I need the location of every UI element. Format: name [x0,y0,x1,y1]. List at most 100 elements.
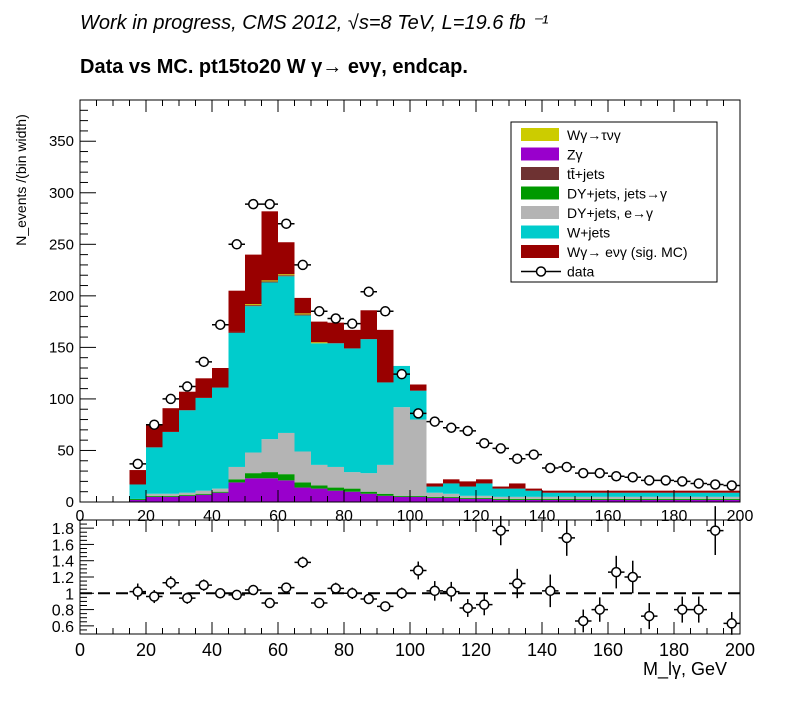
histogram-bar [344,348,361,473]
data-point [726,480,737,491]
histogram-bar [195,494,212,502]
histogram-bar [245,473,262,479]
ratio-point [462,602,473,614]
legend-label: Zγ [567,147,583,163]
histogram-bar [690,498,707,500]
histogram-bar [212,488,229,492]
histogram-bar [393,407,410,496]
histogram-bar [542,496,559,499]
histogram-bar [228,466,245,480]
y-tick-label: 350 [49,133,74,150]
ratio-point [512,578,523,589]
histogram-bar [624,498,641,500]
histogram-bar [492,486,509,489]
histogram-bar [179,391,196,411]
data-point [132,458,143,470]
y-axis-label: N_events /(bin width) [13,114,29,246]
ratio-point [495,525,506,536]
data-point [182,381,193,392]
histogram-bar [575,499,592,502]
legend-label: data [567,264,594,280]
histogram-bar [459,497,476,499]
data-point [215,319,226,330]
data-point [495,443,506,454]
data-point [545,462,556,474]
histogram-bar [327,487,344,491]
histogram-bar [261,282,278,440]
histogram-bar [129,498,146,500]
histogram-bar [278,274,295,276]
histogram-bar [476,497,493,499]
ratio-point [446,586,457,597]
legend-swatch [521,147,559,161]
histogram-bar [327,466,344,488]
histogram-bar [674,499,691,502]
histogram-bar [261,280,278,282]
histogram-bar [228,290,245,332]
histogram-bar [278,275,295,277]
data-point [479,437,490,449]
histogram-bar [558,492,575,497]
histogram-bar [311,343,328,465]
ratio-point [198,579,209,591]
histogram-bar [245,452,262,474]
histogram-bar [327,322,344,344]
data-point [264,198,275,210]
histogram-bar [558,499,575,502]
histogram-bar [641,492,658,497]
histogram-bar [674,498,691,500]
histogram-bar [641,499,658,502]
histogram-bar [393,495,410,497]
histogram-bar [278,432,295,475]
histogram-bar [443,493,460,497]
data-point [677,476,688,487]
ratio-point [479,599,490,610]
histogram-bar [311,488,328,502]
x-tick-label: 80 [335,508,353,525]
histogram-bar [641,498,658,500]
histogram-bar [360,491,377,494]
data-point [380,306,391,317]
histogram-bar [591,498,608,500]
ratio-point [578,615,589,627]
x-tick-label: 200 [727,508,754,525]
legend-label: tt̄+jets [567,166,605,182]
histogram-bar [294,482,311,488]
ratio-point [330,583,341,594]
ratio-point [149,591,160,602]
ratio-point [215,588,226,599]
ratio-point [413,565,424,576]
histogram-bar [146,447,163,494]
data-point [198,356,209,368]
histogram-bar [311,485,328,489]
histogram-bar [443,479,460,484]
histogram-bar [492,498,509,500]
histogram-bar [608,496,625,499]
histogram-bar [311,342,328,344]
legend-marker [535,266,547,277]
ratio-point [693,604,704,615]
data-point [693,478,704,489]
histogram-bar [294,297,311,314]
y-tick-label: 150 [49,339,74,356]
histogram-bar [542,499,559,502]
histogram-bar [707,496,724,499]
histogram-bar [723,496,740,499]
histogram-bar [542,490,559,493]
x-tick-label: 40 [202,640,222,660]
histogram-bar [492,499,509,502]
histogram-bar [377,464,394,494]
histogram-bar [707,499,724,502]
y-tick-label: 0 [66,494,74,511]
x-tick-label: 100 [397,508,424,525]
histogram-bar [690,490,707,493]
ratio-point [561,532,572,544]
histogram-bar [261,211,278,281]
histogram-bar [245,254,262,305]
data-point [561,461,572,473]
x-tick-label: 140 [529,508,556,525]
histogram-bar [641,490,658,493]
histogram-bar [311,321,328,343]
histogram-bar [641,496,658,499]
data-point [512,453,523,464]
